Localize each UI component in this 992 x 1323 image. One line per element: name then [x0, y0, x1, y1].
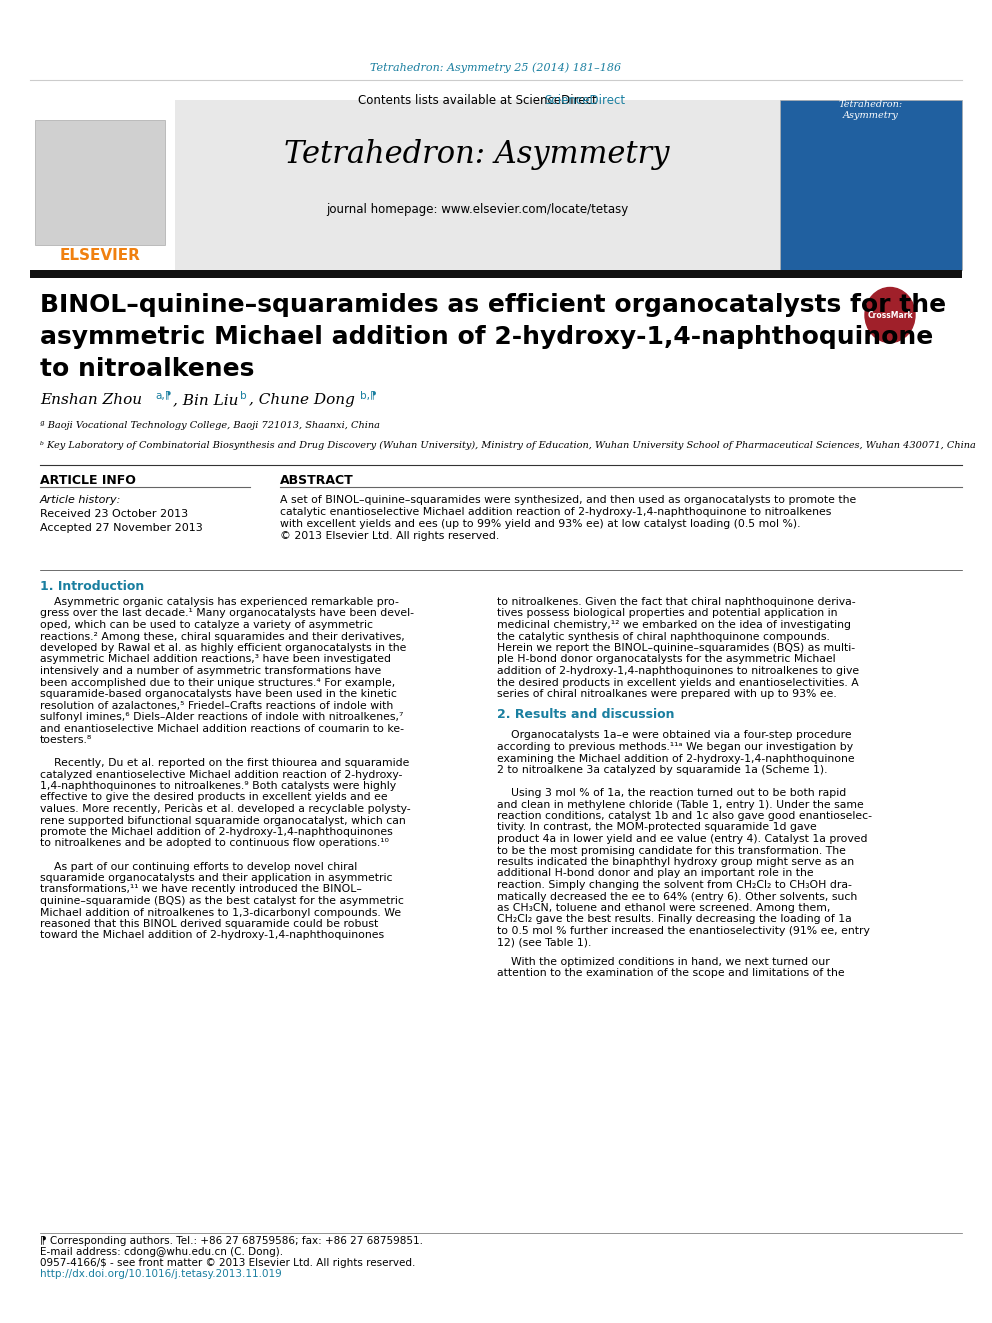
- Text: Using 3 mol % of 1a, the reaction turned out to be both rapid: Using 3 mol % of 1a, the reaction turned…: [497, 789, 846, 798]
- Text: tives possess biological properties and potential application in: tives possess biological properties and …: [497, 609, 837, 618]
- Text: developed by Rawal et al. as highly efficient organocatalysts in the: developed by Rawal et al. as highly effi…: [40, 643, 407, 654]
- Text: reactions.² Among these, chiral squaramides and their derivatives,: reactions.² Among these, chiral squarami…: [40, 631, 405, 642]
- Text: toward the Michael addition of 2-hydroxy-1,4-naphthoquinones: toward the Michael addition of 2-hydroxy…: [40, 930, 384, 941]
- Text: CH₂Cl₂ gave the best results. Finally decreasing the loading of 1a: CH₂Cl₂ gave the best results. Finally de…: [497, 914, 852, 925]
- Text: quinine–squaramide (BQS) as the best catalyst for the asymmetric: quinine–squaramide (BQS) as the best cat…: [40, 896, 404, 906]
- Text: Tetrahedron:
Asymmetry: Tetrahedron: Asymmetry: [839, 101, 903, 119]
- Text: asymmetric Michael addition reactions,³ have been investigated: asymmetric Michael addition reactions,³ …: [40, 655, 391, 664]
- Text: transformations,¹¹ we have recently introduced the BINOL–: transformations,¹¹ we have recently intr…: [40, 885, 362, 894]
- Text: squaramide-based organocatalysts have been used in the kinetic: squaramide-based organocatalysts have be…: [40, 689, 397, 699]
- Text: http://dx.doi.org/10.1016/j.tetasy.2013.11.019: http://dx.doi.org/10.1016/j.tetasy.2013.…: [40, 1269, 282, 1279]
- Text: the catalytic synthesis of chiral naphthoquinone compounds.: the catalytic synthesis of chiral naphth…: [497, 631, 830, 642]
- Text: oped, which can be used to catalyze a variety of asymmetric: oped, which can be used to catalyze a va…: [40, 620, 373, 630]
- Text: BINOL–quinine–squaramides as efficient organocatalysts for the: BINOL–quinine–squaramides as efficient o…: [40, 292, 946, 318]
- Text: b,⁋: b,⁋: [360, 392, 377, 401]
- Text: to be the most promising candidate for this transformation. The: to be the most promising candidate for t…: [497, 845, 846, 856]
- Text: 2 to nitroalkene 3a catalyzed by squaramide 1a (Scheme 1).: 2 to nitroalkene 3a catalyzed by squaram…: [497, 765, 827, 775]
- Text: sulfonyl imines,⁶ Diels–Alder reactions of indole with nitroalkenes,⁷: sulfonyl imines,⁶ Diels–Alder reactions …: [40, 712, 404, 722]
- Text: according to previous methods.¹¹ᵃ We began our investigation by: according to previous methods.¹¹ᵃ We beg…: [497, 742, 853, 751]
- Text: 12) (see Table 1).: 12) (see Table 1).: [497, 938, 591, 947]
- Text: results indicated the binaphthyl hydroxy group might serve as an: results indicated the binaphthyl hydroxy…: [497, 857, 854, 867]
- Text: As part of our continuing efforts to develop novel chiral: As part of our continuing efforts to dev…: [40, 861, 357, 872]
- Text: and enantioselective Michael addition reactions of coumarin to ke-: and enantioselective Michael addition re…: [40, 724, 404, 733]
- Text: E-mail address: cdong@whu.edu.cn (C. Dong).: E-mail address: cdong@whu.edu.cn (C. Don…: [40, 1248, 283, 1257]
- Text: ABSTRACT: ABSTRACT: [280, 474, 354, 487]
- Text: to nitroalkenes and be adopted to continuous flow operations.¹⁰: to nitroalkenes and be adopted to contin…: [40, 839, 389, 848]
- Text: Michael addition of nitroalkenes to 1,3-dicarbonyl compounds. We: Michael addition of nitroalkenes to 1,3-…: [40, 908, 401, 917]
- Text: reasoned that this BINOL derived squaramide could be robust: reasoned that this BINOL derived squaram…: [40, 919, 378, 929]
- Text: and clean in methylene chloride (Table 1, entry 1). Under the same: and clean in methylene chloride (Table 1…: [497, 799, 864, 810]
- Text: Enshan Zhou: Enshan Zhou: [40, 393, 142, 407]
- Text: catalytic enantioselective Michael addition reaction of 2-hydroxy-1,4-naphthoqui: catalytic enantioselective Michael addit…: [280, 507, 831, 517]
- Text: the desired products in excellent yields and enantioselectivities. A: the desired products in excellent yields…: [497, 677, 859, 688]
- Text: Asymmetric organic catalysis has experienced remarkable pro-: Asymmetric organic catalysis has experie…: [40, 597, 399, 607]
- Text: to 0.5 mol % further increased the enantioselectivity (91% ee, entry: to 0.5 mol % further increased the enant…: [497, 926, 870, 935]
- Text: squaramide organocatalysts and their application in asymmetric: squaramide organocatalysts and their app…: [40, 873, 393, 882]
- Text: Article history:: Article history:: [40, 495, 121, 505]
- Text: Herein we report the BINOL–quinine–squaramides (BQS) as multi-: Herein we report the BINOL–quinine–squar…: [497, 643, 855, 654]
- Text: With the optimized conditions in hand, we next turned our: With the optimized conditions in hand, w…: [497, 957, 829, 967]
- Text: ª Baoji Vocational Technology College, Baoji 721013, Shaanxi, China: ª Baoji Vocational Technology College, B…: [40, 421, 380, 430]
- Text: to nitroalkenes. Given the fact that chiral naphthoquinone deriva-: to nitroalkenes. Given the fact that chi…: [497, 597, 856, 607]
- Text: resolution of azalactones,⁵ Friedel–Crafts reactions of indole with: resolution of azalactones,⁵ Friedel–Craf…: [40, 700, 393, 710]
- Bar: [30, 101, 175, 270]
- Text: attention to the examination of the scope and limitations of the: attention to the examination of the scop…: [497, 968, 844, 979]
- Text: , Bin Liu: , Bin Liu: [173, 393, 238, 407]
- Text: reaction. Simply changing the solvent from CH₂Cl₂ to CH₃OH dra-: reaction. Simply changing the solvent fr…: [497, 880, 852, 890]
- Text: been accomplished due to their unique structures.⁴ For example,: been accomplished due to their unique st…: [40, 677, 395, 688]
- Text: A set of BINOL–quinine–squaramides were synthesized, and then used as organocata: A set of BINOL–quinine–squaramides were …: [280, 495, 856, 505]
- Text: values. More recently, Pericàs et al. developed a recyclable polysty-: values. More recently, Pericàs et al. de…: [40, 804, 411, 815]
- Text: Received 23 October 2013: Received 23 October 2013: [40, 509, 188, 519]
- Text: 2. Results and discussion: 2. Results and discussion: [497, 709, 675, 721]
- Text: ple H-bond donor organocatalysts for the asymmetric Michael: ple H-bond donor organocatalysts for the…: [497, 655, 835, 664]
- Text: catalyzed enantioselective Michael addition reaction of 2-hydroxy-: catalyzed enantioselective Michael addit…: [40, 770, 403, 779]
- Text: Accepted 27 November 2013: Accepted 27 November 2013: [40, 523, 202, 533]
- Text: series of chiral nitroalkanes were prepared with up to 93% ee.: series of chiral nitroalkanes were prepa…: [497, 689, 836, 699]
- Text: Tetrahedron: Asymmetry: Tetrahedron: Asymmetry: [285, 139, 670, 171]
- Text: , Chune Dong: , Chune Dong: [249, 393, 355, 407]
- Text: matically decreased the ee to 64% (entry 6). Other solvents, such: matically decreased the ee to 64% (entry…: [497, 892, 857, 901]
- Text: ⁋ Corresponding authors. Tel.: +86 27 68759586; fax: +86 27 68759851.: ⁋ Corresponding authors. Tel.: +86 27 68…: [40, 1236, 423, 1246]
- Text: © 2013 Elsevier Ltd. All rights reserved.: © 2013 Elsevier Ltd. All rights reserved…: [280, 531, 499, 541]
- Text: b: b: [240, 392, 247, 401]
- Text: intensively and a number of asymmetric transformations have: intensively and a number of asymmetric t…: [40, 665, 381, 676]
- Text: Recently, Du et al. reported on the first thiourea and squaramide: Recently, Du et al. reported on the firs…: [40, 758, 410, 767]
- Text: tivity. In contrast, the MOM-protected squaramide 1d gave: tivity. In contrast, the MOM-protected s…: [497, 823, 816, 832]
- Text: a,⁋: a,⁋: [155, 392, 172, 401]
- Text: Organocatalysts 1a–e were obtained via a four-step procedure: Organocatalysts 1a–e were obtained via a…: [497, 730, 851, 741]
- Text: toesters.⁸: toesters.⁸: [40, 736, 92, 745]
- Text: product 4a in lower yield and ee value (entry 4). Catalyst 1a proved: product 4a in lower yield and ee value (…: [497, 833, 867, 844]
- Text: to nitroalkenes: to nitroalkenes: [40, 357, 254, 381]
- Text: as CH₃CN, toluene and ethanol were screened. Among them,: as CH₃CN, toluene and ethanol were scree…: [497, 904, 830, 913]
- Text: gress over the last decade.¹ Many organocatalysts have been devel-: gress over the last decade.¹ Many organo…: [40, 609, 414, 618]
- Text: ARTICLE INFO: ARTICLE INFO: [40, 474, 136, 487]
- Text: with excellent yields and ees (up to 99% yield and 93% ee) at low catalyst loadi: with excellent yields and ees (up to 99%…: [280, 519, 801, 529]
- Text: promote the Michael addition of 2-hydroxy-1,4-naphthoquinones: promote the Michael addition of 2-hydrox…: [40, 827, 393, 837]
- Ellipse shape: [865, 287, 915, 343]
- Text: ELSEVIER: ELSEVIER: [60, 247, 141, 262]
- Text: journal homepage: www.elsevier.com/locate/tetasy: journal homepage: www.elsevier.com/locat…: [326, 204, 628, 217]
- Text: Tetrahedron: Asymmetry 25 (2014) 181–186: Tetrahedron: Asymmetry 25 (2014) 181–186: [370, 62, 622, 73]
- Text: addition of 2-hydroxy-1,4-naphthoquinones to nitroalkenes to give: addition of 2-hydroxy-1,4-naphthoquinone…: [497, 665, 859, 676]
- Bar: [780, 101, 962, 270]
- Text: asymmetric Michael addition of 2-hydroxy-1,4-naphthoquinone: asymmetric Michael addition of 2-hydroxy…: [40, 325, 933, 349]
- Text: effective to give the desired products in excellent yields and ee: effective to give the desired products i…: [40, 792, 388, 803]
- Text: 1. Introduction: 1. Introduction: [40, 579, 144, 593]
- Text: CrossMark: CrossMark: [867, 311, 913, 319]
- Text: rene supported bifunctional squaramide organocatalyst, which can: rene supported bifunctional squaramide o…: [40, 815, 406, 826]
- Text: reaction conditions, catalyst 1b and 1c also gave good enantioselec-: reaction conditions, catalyst 1b and 1c …: [497, 811, 872, 822]
- Text: medicinal chemistry,¹² we embarked on the idea of investigating: medicinal chemistry,¹² we embarked on th…: [497, 620, 851, 630]
- Text: ᵇ Key Laboratory of Combinatorial Biosynthesis and Drug Discovery (Wuhan Univers: ᵇ Key Laboratory of Combinatorial Biosyn…: [40, 441, 976, 450]
- Text: examining the Michael addition of 2-hydroxy-1,4-naphthoquinone: examining the Michael addition of 2-hydr…: [497, 754, 855, 763]
- Bar: [30, 270, 962, 278]
- Text: 0957-4166/$ - see front matter © 2013 Elsevier Ltd. All rights reserved.: 0957-4166/$ - see front matter © 2013 El…: [40, 1258, 416, 1267]
- Text: 1,4-naphthoquinones to nitroalkenes.⁹ Both catalysts were highly: 1,4-naphthoquinones to nitroalkenes.⁹ Bo…: [40, 781, 396, 791]
- Text: additional H-bond donor and play an important role in the: additional H-bond donor and play an impo…: [497, 868, 813, 878]
- Bar: [175, 101, 780, 270]
- Bar: [35, 120, 165, 245]
- Text: ScienceDirect: ScienceDirect: [545, 94, 626, 106]
- Text: Contents lists available at ScienceDirect: Contents lists available at ScienceDirec…: [358, 94, 596, 106]
